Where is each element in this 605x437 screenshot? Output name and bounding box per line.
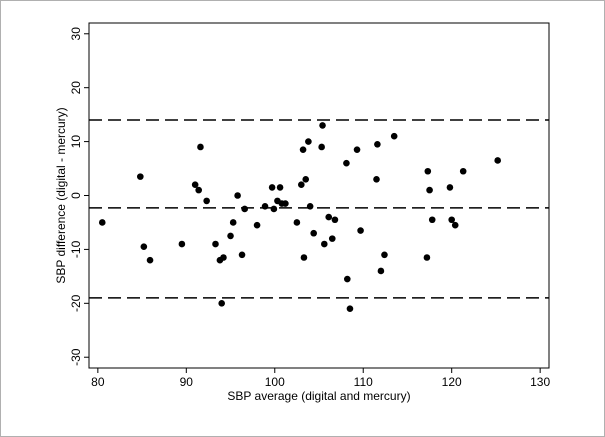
data-point [377,267,385,275]
data-point [140,243,148,251]
data-point [241,205,248,213]
data-point [197,143,204,151]
data-point [494,157,501,164]
data-point [328,235,336,242]
data-point [146,256,154,264]
y-tick-label: 20 [69,81,83,95]
y-tick-label: 0 [69,192,83,199]
x-tick-label: 110 [354,375,373,389]
data-point [302,176,310,183]
x-tick-label: 120 [442,375,462,389]
data-point [423,254,431,261]
data-point [268,184,276,191]
plot-area [88,22,550,369]
reference-lines [89,119,549,299]
y-tick-label: -10 [69,240,83,258]
data-point [220,254,227,261]
data-point [298,181,305,189]
data-point [306,202,314,210]
data-point [282,200,289,207]
data-point [428,216,436,224]
data-point [229,219,237,226]
x-tick-label: 130 [530,375,550,389]
data-point [300,254,308,261]
data-point [344,275,351,283]
y-tick-label: -30 [69,348,83,366]
data-point [353,146,361,153]
data-point [318,143,325,151]
data-point [446,184,454,191]
data-point [346,305,354,313]
data-point [305,138,312,145]
data-point [261,202,269,210]
x-tick-label: 90 [180,375,194,389]
data-point [227,232,234,240]
data-point [218,300,225,307]
data-point [357,227,364,234]
data-point [448,216,455,224]
data-point [390,132,398,140]
data-point [374,140,381,148]
data-point [343,159,350,167]
data-point [98,219,106,226]
data-point [234,192,241,199]
data-point [191,181,199,189]
data-point [373,176,380,183]
y-tick-label: 30 [69,27,83,41]
data-point [212,240,219,248]
y-axis-ticks: -30 -20 -10 0 10 20 30 [69,27,89,366]
x-axis-label: SBP average (digital and mercury) [227,389,410,403]
y-tick-label: 10 [69,135,83,149]
data-point [331,216,339,224]
data-point [203,197,210,205]
data-point [451,221,459,229]
data-point [325,213,333,221]
data-point [137,173,144,180]
data-point [238,251,246,259]
data-point [299,146,307,153]
data-point [381,251,388,259]
data-point [319,122,326,129]
data-point [195,186,202,194]
x-axis-ticks: 80 90 100 110 120 130 [91,368,550,389]
y-axis-label: SBP difference (digital - mercury) [54,107,68,283]
x-tick-label: 100 [265,375,285,389]
data-point [310,229,317,237]
data-point [321,240,328,248]
data-point [459,167,467,175]
x-tick-label: 80 [91,375,105,389]
data-point [426,186,433,194]
y-tick-label: -20 [69,294,83,312]
data-point [270,205,278,213]
data-point [178,240,186,248]
data-point [253,221,261,229]
data-point [424,167,432,175]
data-points [98,122,501,313]
data-point [276,184,284,191]
data-point [293,219,301,226]
